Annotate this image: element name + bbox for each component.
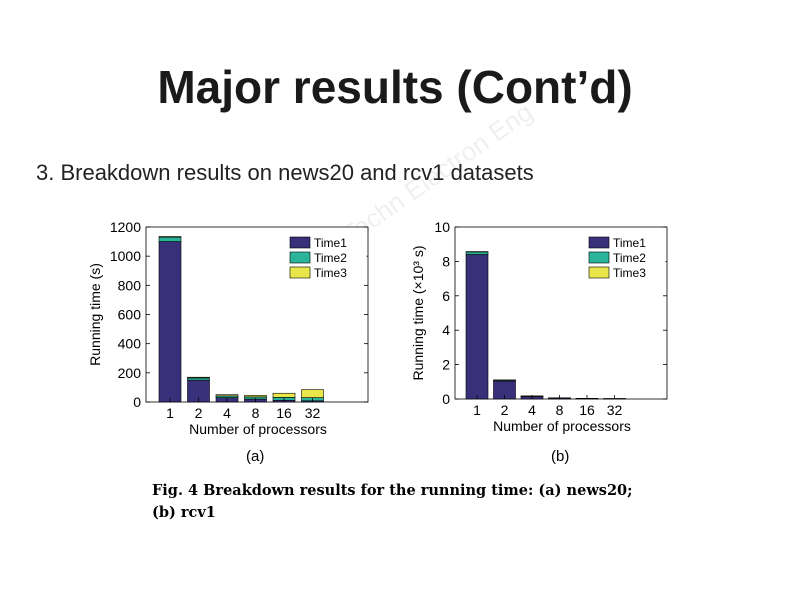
legend-label-time2: Time2 bbox=[314, 251, 347, 265]
y-tick-label: 8 bbox=[442, 253, 450, 269]
y-axis-label: Running time (×10³ s) bbox=[410, 245, 426, 380]
y-tick-label: 1200 bbox=[110, 219, 141, 235]
x-tick-label: 8 bbox=[252, 405, 260, 421]
x-tick-label: 16 bbox=[276, 405, 292, 421]
y-tick-label: 0 bbox=[133, 394, 141, 410]
bar-segment-time3 bbox=[272, 392, 296, 398]
y-axis-label: Running time (s) bbox=[87, 263, 103, 366]
x-tick-label: 32 bbox=[305, 405, 321, 421]
legend-label-time1: Time1 bbox=[314, 236, 347, 250]
x-tick-label: 8 bbox=[556, 402, 564, 418]
y-tick-label: 400 bbox=[118, 336, 142, 352]
y-tick-label: 800 bbox=[118, 277, 142, 293]
legend-swatch-time1 bbox=[588, 236, 610, 249]
bar-segment-time3 bbox=[244, 395, 267, 398]
x-tick-label: 4 bbox=[528, 402, 536, 418]
x-axis-label: Number of processors bbox=[493, 418, 631, 434]
x-tick-label: 4 bbox=[223, 405, 231, 421]
x-tick-label: 16 bbox=[579, 402, 595, 418]
bar-segment-time1 bbox=[158, 241, 182, 403]
x-tick-label: 1 bbox=[166, 405, 174, 421]
figure-caption: Fig. 4 Breakdown results for the running… bbox=[152, 482, 633, 521]
x-tick-label: 32 bbox=[607, 402, 623, 418]
panel-label-a: (a) bbox=[246, 448, 265, 465]
x-tick-label: 2 bbox=[501, 402, 509, 418]
bar-segment-time1 bbox=[465, 254, 489, 400]
bar-segment-time2 bbox=[187, 377, 210, 381]
x-tick-label: 2 bbox=[195, 405, 203, 421]
x-axis-label: Number of processors bbox=[189, 421, 327, 437]
y-tick-label: 1000 bbox=[110, 248, 141, 264]
legend-swatch-time3 bbox=[588, 266, 610, 279]
bar-segment-time3 bbox=[158, 236, 182, 238]
legend-swatch-time2 bbox=[588, 251, 610, 264]
panel-label-b: (b) bbox=[551, 448, 570, 465]
y-tick-label: 600 bbox=[118, 307, 142, 323]
y-tick-label: 10 bbox=[434, 219, 450, 235]
y-tick-label: 200 bbox=[118, 365, 142, 381]
y-tick-label: 0 bbox=[442, 391, 450, 407]
legend-label-time1: Time1 bbox=[613, 236, 646, 250]
slide-subtitle: 3. Breakdown results on news20 and rcv1 … bbox=[36, 160, 534, 185]
legend-label-time3: Time3 bbox=[613, 266, 646, 280]
y-tick-label: 2 bbox=[442, 357, 450, 373]
bar-segment-time2 bbox=[158, 236, 182, 242]
x-tick-label: 1 bbox=[473, 402, 481, 418]
bar-segment-time3 bbox=[187, 376, 210, 379]
bar-segment-time2 bbox=[465, 251, 489, 255]
legend-swatch-time1 bbox=[289, 236, 311, 249]
legend-swatch-time3 bbox=[289, 266, 311, 279]
y-tick-label: 4 bbox=[442, 322, 450, 338]
legend-label-time2: Time2 bbox=[613, 251, 646, 265]
slide-title: Major results (Cont’d) bbox=[157, 61, 633, 113]
legend-swatch-time2 bbox=[289, 251, 311, 264]
bar-segment-time3 bbox=[215, 394, 239, 397]
bar-segment-time3 bbox=[301, 389, 324, 398]
y-tick-label: 6 bbox=[442, 288, 450, 304]
legend-label-time3: Time3 bbox=[314, 266, 347, 280]
